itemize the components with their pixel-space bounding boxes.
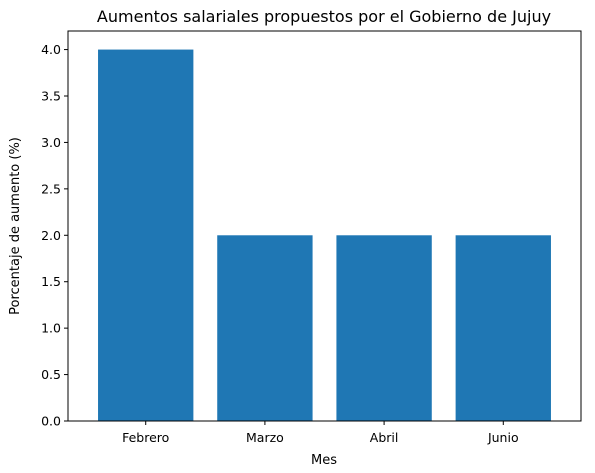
axes-frame: [67, 30, 582, 422]
y-axis-ticks: 0.0 0.5 1.0 1.5 2.0 2.5 3.0 3.5 4.0: [41, 42, 68, 429]
bar-marzo: [217, 235, 313, 421]
x-axis-label: Mes: [311, 453, 337, 468]
y-axis-label: Porcentaje de aumento (%): [8, 137, 23, 315]
x-tick-label: Febrero: [122, 430, 169, 445]
y-tick-label: 2.5: [41, 181, 61, 196]
y-tick-label: 0.5: [41, 367, 61, 382]
bar-abril: [336, 235, 432, 421]
x-tick-label: Junio: [487, 430, 519, 445]
y-tick-label: 3.5: [41, 89, 61, 104]
y-tick-label: 1.0: [41, 321, 61, 336]
y-tick-label: 2.0: [41, 228, 61, 243]
y-tick-label: 3.0: [41, 135, 61, 150]
x-tick-label: Abril: [370, 430, 399, 445]
y-tick-label: 4.0: [41, 42, 61, 57]
plot-area: 0.0 0.5 1.0 1.5 2.0 2.5 3.0 3.5 4.0 Febrero Marzo…: [41, 30, 582, 445]
bar-febrero: [98, 49, 194, 421]
bar-junio: [455, 235, 551, 421]
y-tick-label: 0.0: [41, 414, 61, 429]
x-axis-ticks: Febrero Marzo Abril Junio: [122, 421, 519, 445]
y-tick-label: 1.5: [41, 274, 61, 289]
bars: [98, 49, 551, 421]
chart-title: Aumentos salariales propuestos por el Go…: [97, 7, 551, 26]
x-tick-label: Marzo: [246, 430, 284, 445]
